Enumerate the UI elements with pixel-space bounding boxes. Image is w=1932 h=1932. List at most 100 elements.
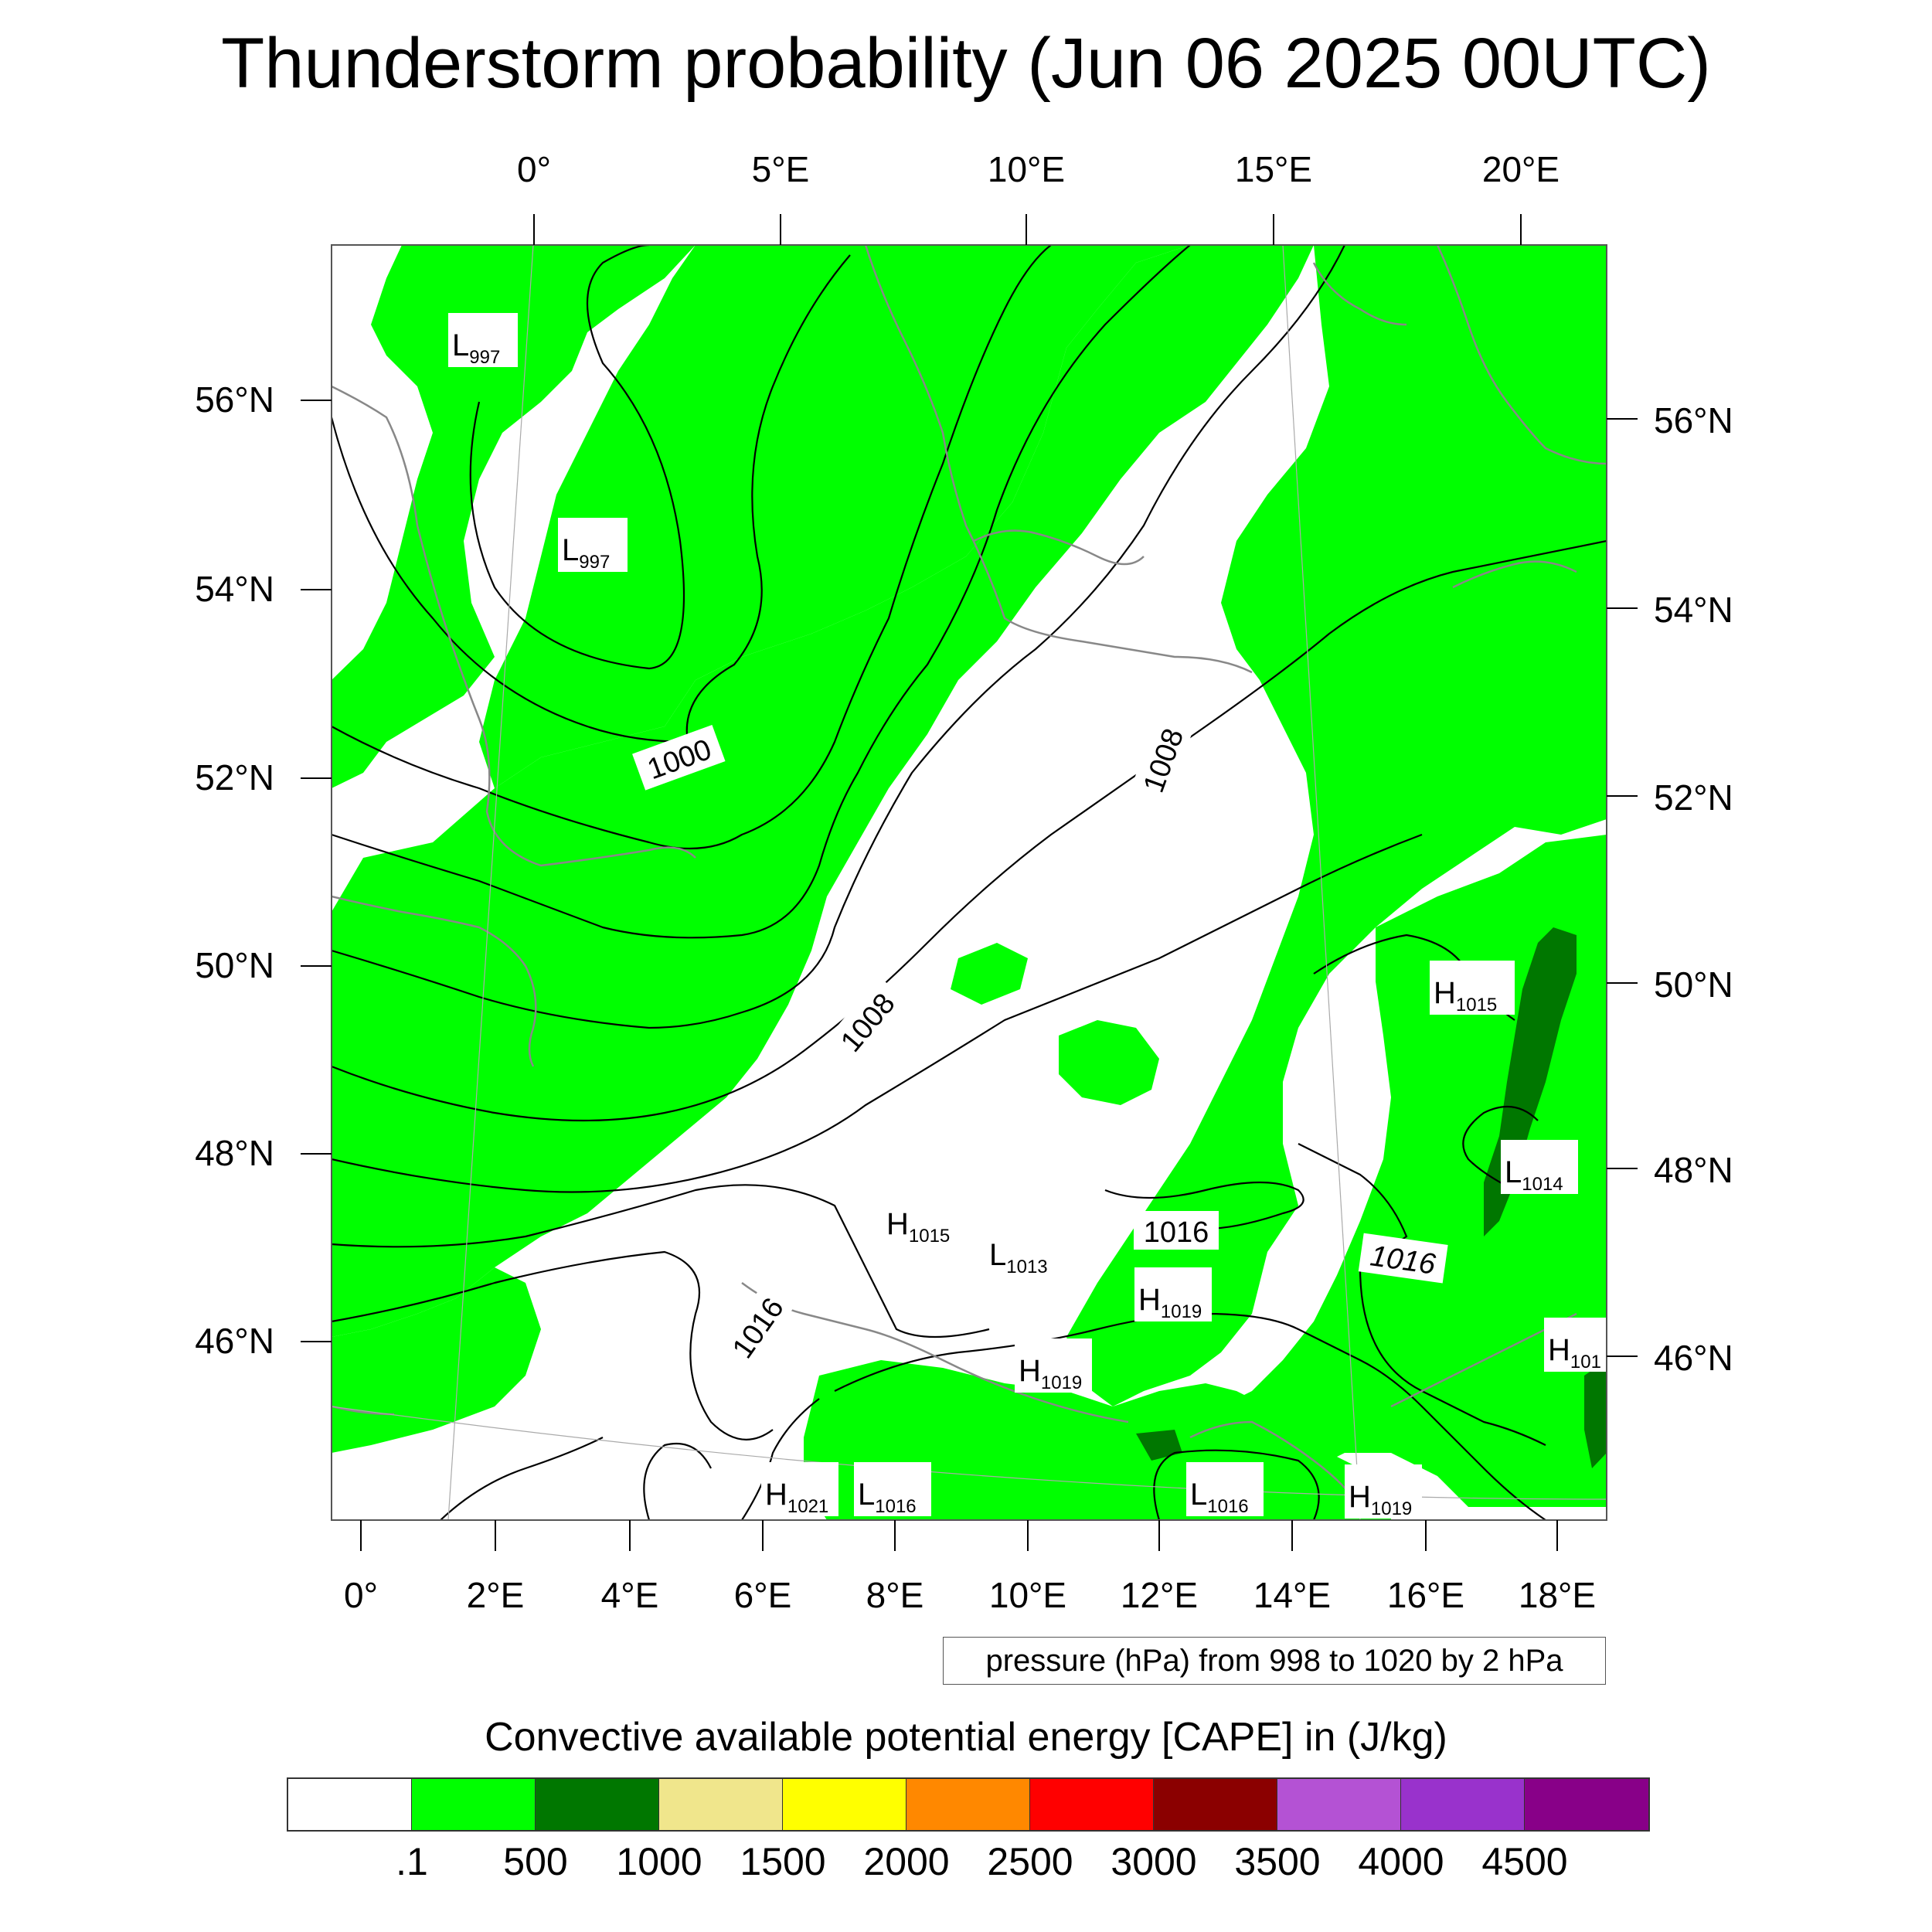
pressure-center: L1014 <box>1501 1140 1578 1195</box>
pressure-center: H1019 <box>1134 1267 1212 1322</box>
left-lat-label: 52°N <box>195 757 274 798</box>
cape-area-west <box>332 245 1314 1337</box>
svg-text:L1016: L1016 <box>1190 1478 1249 1517</box>
right-lat-label: 48°N <box>1654 1150 1733 1190</box>
plot-frame <box>331 244 1607 1521</box>
svg-text:H1019: H1019 <box>1349 1480 1412 1519</box>
cape-area-northeast <box>1066 245 1607 1406</box>
cape-area-north <box>479 245 1190 788</box>
left-latitude-labels: 56°N 54°N 52°N 50°N 48°N 46°N <box>195 379 274 1361</box>
top-ticks <box>533 214 1522 245</box>
svg-text:H1015: H1015 <box>1434 976 1497 1015</box>
pressure-center: H101 <box>1544 1318 1606 1372</box>
bottom-lon-label: 8°E <box>866 1575 924 1615</box>
bottom-lon-label: 4°E <box>601 1575 659 1615</box>
colorbar-box <box>1277 1779 1401 1830</box>
left-lat-label: 54°N <box>195 569 274 609</box>
left-ticks <box>301 400 332 1342</box>
colorbar-box <box>1030 1779 1154 1830</box>
bottom-lon-label: 18°E <box>1519 1575 1596 1615</box>
bottom-lon-label: 16°E <box>1387 1575 1464 1615</box>
left-lat-label: 56°N <box>195 379 274 420</box>
colorbar-tick: 4500 <box>1481 1840 1568 1883</box>
cape-area-northwest <box>332 245 696 788</box>
bottom-lon-label: 0° <box>344 1575 378 1615</box>
top-lon-label: 0° <box>517 149 551 189</box>
cape-area-southwest <box>332 1267 541 1453</box>
right-latitude-labels: 56°N 54°N 52°N 50°N 48°N 46°N <box>1654 400 1733 1378</box>
isobars <box>332 245 1607 1520</box>
top-lon-label: 15°E <box>1235 149 1312 189</box>
colorbar-box <box>659 1779 783 1830</box>
right-lat-label: 54°N <box>1654 590 1733 630</box>
cape-high-south <box>1136 1430 1182 1461</box>
bottom-lon-label: 14°E <box>1253 1575 1331 1615</box>
right-lat-label: 46°N <box>1654 1338 1733 1378</box>
right-lat-label: 52°N <box>1654 777 1733 818</box>
colorbar-tick: 4000 <box>1358 1840 1444 1883</box>
colorbar-tick: 500 <box>503 1840 568 1883</box>
cape-area-center <box>1059 1020 1159 1105</box>
colorbar-tick: 1000 <box>616 1840 702 1883</box>
svg-text:H1021: H1021 <box>765 1478 828 1517</box>
colorbar-tick: 2500 <box>987 1840 1073 1883</box>
colorbar-box <box>906 1779 1030 1830</box>
pressure-center: L1016 <box>1186 1462 1264 1517</box>
left-lat-label: 50°N <box>195 945 274 985</box>
pressure-center: H1019 <box>1015 1338 1092 1393</box>
bottom-lon-label: 6°E <box>734 1575 792 1615</box>
top-lon-label: 20°E <box>1482 149 1560 189</box>
contour-label: 1016 <box>1144 1216 1209 1249</box>
left-lat-label: 48°N <box>195 1133 274 1173</box>
contour-labels: 1000 1008 1008 1016 1016 1016 <box>632 713 1448 1373</box>
colorbar-tick: .1 <box>396 1840 428 1883</box>
colorbar-box <box>783 1779 906 1830</box>
colorbar-tick: 3500 <box>1234 1840 1321 1883</box>
cape-area-center2 <box>951 943 1028 1005</box>
bottom-ticks <box>360 1520 1558 1551</box>
left-lat-label: 46°N <box>195 1321 274 1361</box>
svg-text:L1016: L1016 <box>858 1478 917 1517</box>
legend-title: Convective available potential energy [C… <box>485 1715 1447 1760</box>
pressure-center: H1019 <box>1345 1464 1422 1519</box>
right-lat-label: 56°N <box>1654 400 1733 440</box>
bottom-lon-label: 12°E <box>1121 1575 1198 1615</box>
svg-text:L997: L997 <box>562 533 610 573</box>
svg-text:H1019: H1019 <box>1019 1354 1082 1393</box>
contour-note: pressure (hPa) from 998 to 1020 by 2 hPa <box>943 1637 1606 1685</box>
right-lat-label: 50°N <box>1654 964 1733 1005</box>
top-lon-label: 10°E <box>988 149 1065 189</box>
svg-text:L997: L997 <box>452 328 500 368</box>
pressure-center: H1015 <box>1430 961 1515 1015</box>
colorbar <box>287 1777 1650 1832</box>
colorbar-box <box>1154 1779 1277 1830</box>
coastlines <box>332 245 1607 1508</box>
pressure-center: H1021 <box>761 1462 838 1517</box>
pressure-center: L997 <box>448 313 518 368</box>
svg-text:H1019: H1019 <box>1138 1283 1202 1322</box>
bottom-longitude-labels: 0° 2°E 4°E 6°E 8°E 10°E 12°E 14°E 16°E 1… <box>344 1575 1596 1615</box>
colorbar-tick: 1500 <box>740 1840 826 1883</box>
bottom-lon-label: 10°E <box>989 1575 1066 1615</box>
cape-high-southeast <box>1584 1360 1607 1468</box>
svg-text:H1015: H1015 <box>886 1207 950 1247</box>
pressure-center: L1013 <box>985 1223 1063 1277</box>
pressure-center: L1016 <box>854 1462 931 1517</box>
colorbar-box <box>1525 1779 1648 1830</box>
colorbar-box <box>412 1779 536 1830</box>
colorbar-tick: 2000 <box>863 1840 950 1883</box>
colorbar-tick: 3000 <box>1111 1840 1197 1883</box>
top-lon-label: 5°E <box>752 149 810 189</box>
colorbar-box <box>1401 1779 1525 1830</box>
graticule <box>332 245 1607 1520</box>
colorbar-box <box>288 1779 412 1830</box>
colorbar-box <box>536 1779 659 1830</box>
bottom-lon-label: 2°E <box>467 1575 525 1615</box>
svg-text:L1013: L1013 <box>989 1238 1048 1277</box>
pressure-center-labels: L997 L997 H1015 L1014 H1015 L1013 <box>448 313 1606 1519</box>
svg-text:H101: H101 <box>1548 1333 1601 1372</box>
top-longitude-labels: 0° 5°E 10°E 15°E 20°E <box>517 149 1560 189</box>
svg-text:L1014: L1014 <box>1505 1155 1563 1195</box>
